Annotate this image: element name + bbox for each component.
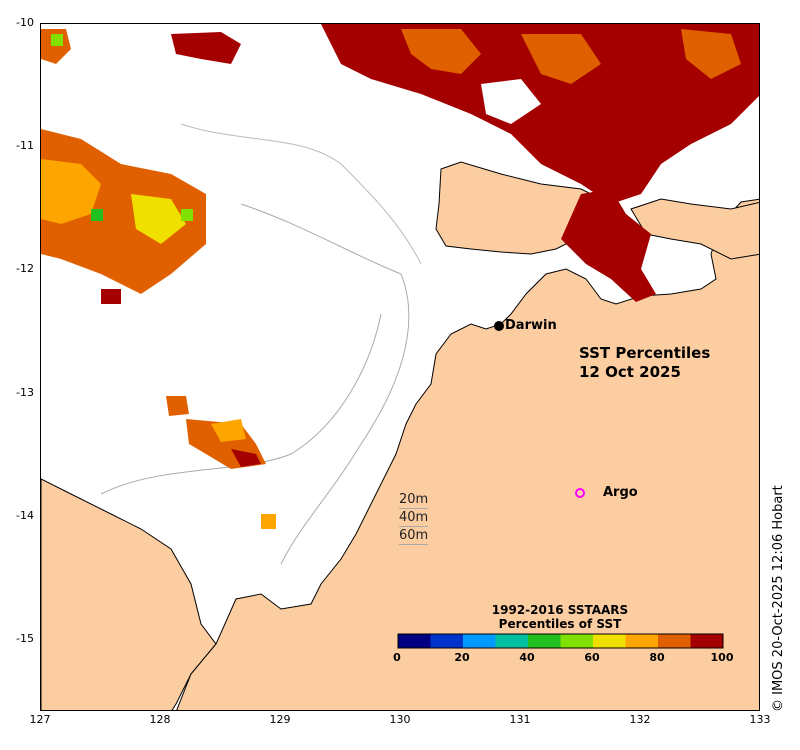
argo-label: Argo — [603, 485, 638, 500]
land-cobourg — [630, 198, 759, 260]
colorbar-tick-label: 40 — [519, 651, 535, 664]
colorbar-segment — [560, 634, 594, 648]
colorbar-tick-label: 60 — [584, 651, 600, 664]
x-tick-label: 131 — [509, 713, 531, 726]
sst-patch-west — [41, 129, 206, 304]
y-tick-label: -15 — [16, 632, 34, 645]
darwin-label: Darwin — [505, 318, 557, 333]
colorbar-segment — [495, 634, 529, 648]
bathymetry-contour — [180, 123, 422, 265]
colorbar-segment — [658, 634, 691, 648]
depth-legend: 20m 40m 60m — [399, 491, 429, 545]
y-tick-label: -12 — [16, 262, 34, 275]
argo-marker — [575, 488, 585, 498]
sst-patch-north — [321, 24, 759, 204]
colorbar-title-line1: 1992-2016 SSTAARS — [491, 603, 629, 617]
colorbar-title-line2: Percentiles of SST — [498, 617, 622, 631]
sst-patch-cobourg — [561, 189, 656, 302]
colorbar-segment — [625, 634, 659, 648]
map-title-line1: SST Percentiles — [579, 344, 711, 362]
x-tick-label: 130 — [389, 713, 411, 726]
y-tick-label: -11 — [16, 139, 34, 152]
darwin-marker — [494, 321, 504, 331]
credit-text: © IMOS 20-Oct-2025 12:06 Hobart — [771, 485, 786, 712]
colorbar-tick-label: 100 — [710, 651, 734, 664]
map-canvas — [41, 24, 759, 710]
colorbar — [397, 633, 724, 649]
bathymetry-contour — [100, 313, 382, 495]
colorbar-border — [397, 633, 724, 649]
x-tick-label: 127 — [29, 713, 51, 726]
colorbar-title: 1992-2016 SSTAARS Percentiles of SST — [470, 603, 650, 631]
colorbar-segment — [593, 634, 626, 648]
map-area — [40, 23, 760, 711]
depth-40m: 40m — [399, 510, 429, 527]
map-title-date: 12 Oct 2025 — [579, 363, 681, 381]
colorbar-segment — [528, 634, 561, 648]
colorbar-segment — [463, 634, 496, 648]
y-tick-label: -13 — [16, 386, 34, 399]
x-tick-label: 133 — [749, 713, 771, 726]
colorbar-segment — [690, 634, 724, 648]
depth-60m: 60m — [399, 528, 429, 545]
y-tick-label: -14 — [16, 509, 34, 522]
colorbar-tick-label: 0 — [393, 651, 401, 664]
y-tick-label: -10 — [16, 16, 34, 29]
land-northern-territory — [176, 198, 759, 710]
colorbar-tick-label: 20 — [454, 651, 470, 664]
sst-patch-southwest — [166, 396, 276, 529]
map-title: SST Percentiles 12 Oct 2025 — [579, 344, 710, 382]
depth-20m: 20m — [399, 492, 429, 509]
x-tick-label: 128 — [149, 713, 171, 726]
x-tick-label: 129 — [269, 713, 291, 726]
colorbar-segment — [430, 634, 464, 648]
land-southwest — [41, 478, 217, 710]
colorbar-tick-label: 80 — [649, 651, 665, 664]
colorbar-segment — [398, 634, 431, 648]
x-tick-label: 132 — [629, 713, 651, 726]
bathymetry-contour — [240, 203, 410, 565]
sst-patch-topleft — [41, 29, 241, 64]
